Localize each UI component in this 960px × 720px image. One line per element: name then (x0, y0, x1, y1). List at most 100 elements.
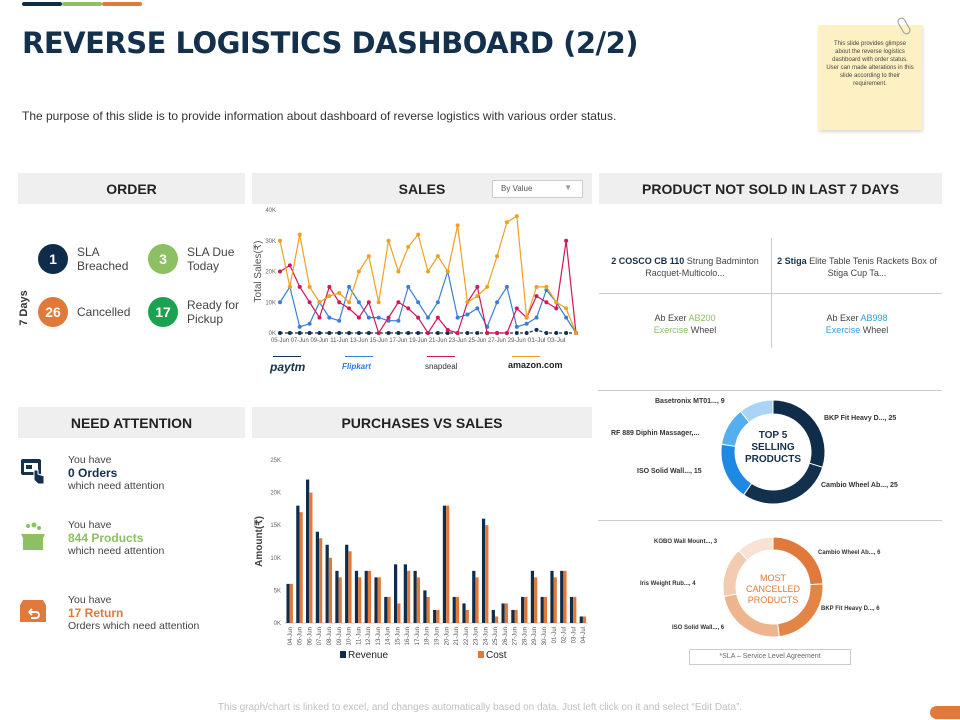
data-point (337, 300, 342, 305)
data-point (504, 284, 509, 289)
x-tick-label: 05-Jun (298, 627, 304, 645)
bar-revenue (374, 577, 378, 623)
attention-count: 0 Orders (68, 466, 118, 480)
bar-cost (582, 616, 587, 623)
data-point (356, 269, 361, 274)
x-tick-label: 03-Jul (571, 627, 577, 643)
data-point (564, 315, 569, 320)
data-point (396, 318, 401, 323)
bar-revenue (569, 596, 574, 623)
data-point (574, 331, 578, 335)
x-tick-label: 01-Jul (552, 627, 558, 643)
bar-cost (436, 609, 440, 623)
data-point (465, 300, 470, 305)
product-suffix: Wheel (860, 325, 889, 335)
snapdeal-logo: snapdeal (425, 362, 458, 371)
legend-flipkart-line (345, 356, 373, 357)
data-point (337, 331, 342, 335)
data-point (307, 284, 312, 289)
data-point (327, 284, 332, 289)
bar-cost (309, 492, 313, 623)
x-tick-label: 28-Jun (522, 627, 528, 645)
attention-suffix: which need attention (68, 480, 165, 492)
data-point (475, 284, 480, 289)
bar-revenue (345, 544, 349, 623)
data-point (475, 294, 480, 299)
x-tick-label: 04-Jun (288, 627, 294, 645)
data-point (485, 284, 490, 289)
attention-count: 844 Products (68, 531, 144, 545)
x-tick-label: 24-Jun (483, 627, 489, 645)
bar-cost (494, 616, 499, 623)
y-tick-label: 20K (265, 270, 276, 276)
y-tick-label: 25K (270, 458, 281, 464)
sales-view-dropdown[interactable]: By Value ▼ (492, 180, 583, 198)
y-tick-label: 0K (274, 621, 281, 627)
bar-revenue (413, 570, 417, 623)
sticky-note: This slide provides glimpse about the re… (818, 16, 922, 130)
ready-pickup-count: 17 (148, 297, 178, 327)
x-tick-label: 07-Jun (317, 627, 323, 645)
data-point (307, 300, 312, 305)
x-tick-label: 01-Jul (528, 337, 547, 344)
data-point (396, 269, 401, 274)
divider (598, 520, 942, 521)
x-tick-label: 21-Jun (454, 627, 460, 645)
data-point (475, 306, 480, 311)
data-point (524, 315, 529, 320)
data-point (504, 220, 509, 225)
sla-due-label: SLA Due Today (187, 245, 235, 273)
data-point (445, 327, 450, 332)
dropdown-arrow-icon: ▼ (564, 183, 572, 192)
x-tick-label: 20-Jun (444, 627, 450, 645)
data-point (297, 232, 302, 237)
bar-revenue (384, 596, 388, 623)
data-point (416, 331, 421, 335)
bar-cost (455, 596, 460, 623)
data-point (287, 284, 292, 289)
data-point (524, 331, 529, 335)
x-tick-label: 16-Jun (405, 627, 411, 645)
x-tick-label: 25-Jun (493, 627, 499, 645)
data-point (356, 315, 361, 320)
x-tick-label: 17-Jun (389, 337, 407, 344)
donut-label: ISO Solid Wall..., 15 (637, 468, 702, 475)
data-point (307, 331, 312, 335)
legend-label: Revenue (348, 650, 388, 661)
bar-cost (319, 538, 323, 623)
x-tick-label: 11-Jun (356, 627, 362, 645)
bar-revenue (442, 505, 447, 623)
y-tick-label: 5K (274, 588, 281, 594)
bar-revenue (433, 609, 437, 623)
bar-cost (367, 570, 372, 623)
y-axis-label: Amount(₹) (254, 516, 265, 567)
bar-revenue (325, 544, 329, 623)
data-point (544, 300, 549, 305)
accent-bar-orange (102, 2, 142, 6)
order-header: ORDER (18, 173, 245, 204)
attention-suffix: Orders which need attention (68, 620, 200, 632)
online-order-icon (21, 459, 45, 485)
x-tick-label: 21-Jun (429, 337, 447, 344)
sales-title: SALES (398, 180, 446, 197)
attention-count: 17 Return (68, 606, 124, 620)
page-subtitle: The purpose of this slide is to provide … (22, 109, 617, 123)
bar-revenue (315, 531, 320, 623)
data-point (416, 315, 421, 320)
bar-revenue (579, 616, 583, 623)
bar-cost (543, 596, 548, 623)
data-point (376, 315, 381, 320)
data-point (386, 331, 391, 335)
top-selling-center-label: TOP 5 SELLING PRODUCTS (744, 430, 802, 465)
data-point (426, 315, 430, 320)
data-point (347, 284, 352, 289)
attention-returns: You have 17 Return Orders which need atten… (68, 594, 199, 633)
most-cancelled-center-label: MOST CANCELLED PRODUCTS (745, 573, 801, 605)
sla-breached-label: SLA Breached (77, 245, 129, 273)
amazon-logo: amazon.com (508, 360, 563, 370)
data-point (366, 331, 371, 335)
x-tick-label: 27-Jun (513, 627, 519, 645)
data-point (544, 284, 549, 289)
donut-label: RF 889 Diphin Massager,... (611, 430, 700, 437)
sla-breached-count: 1 (38, 244, 68, 274)
